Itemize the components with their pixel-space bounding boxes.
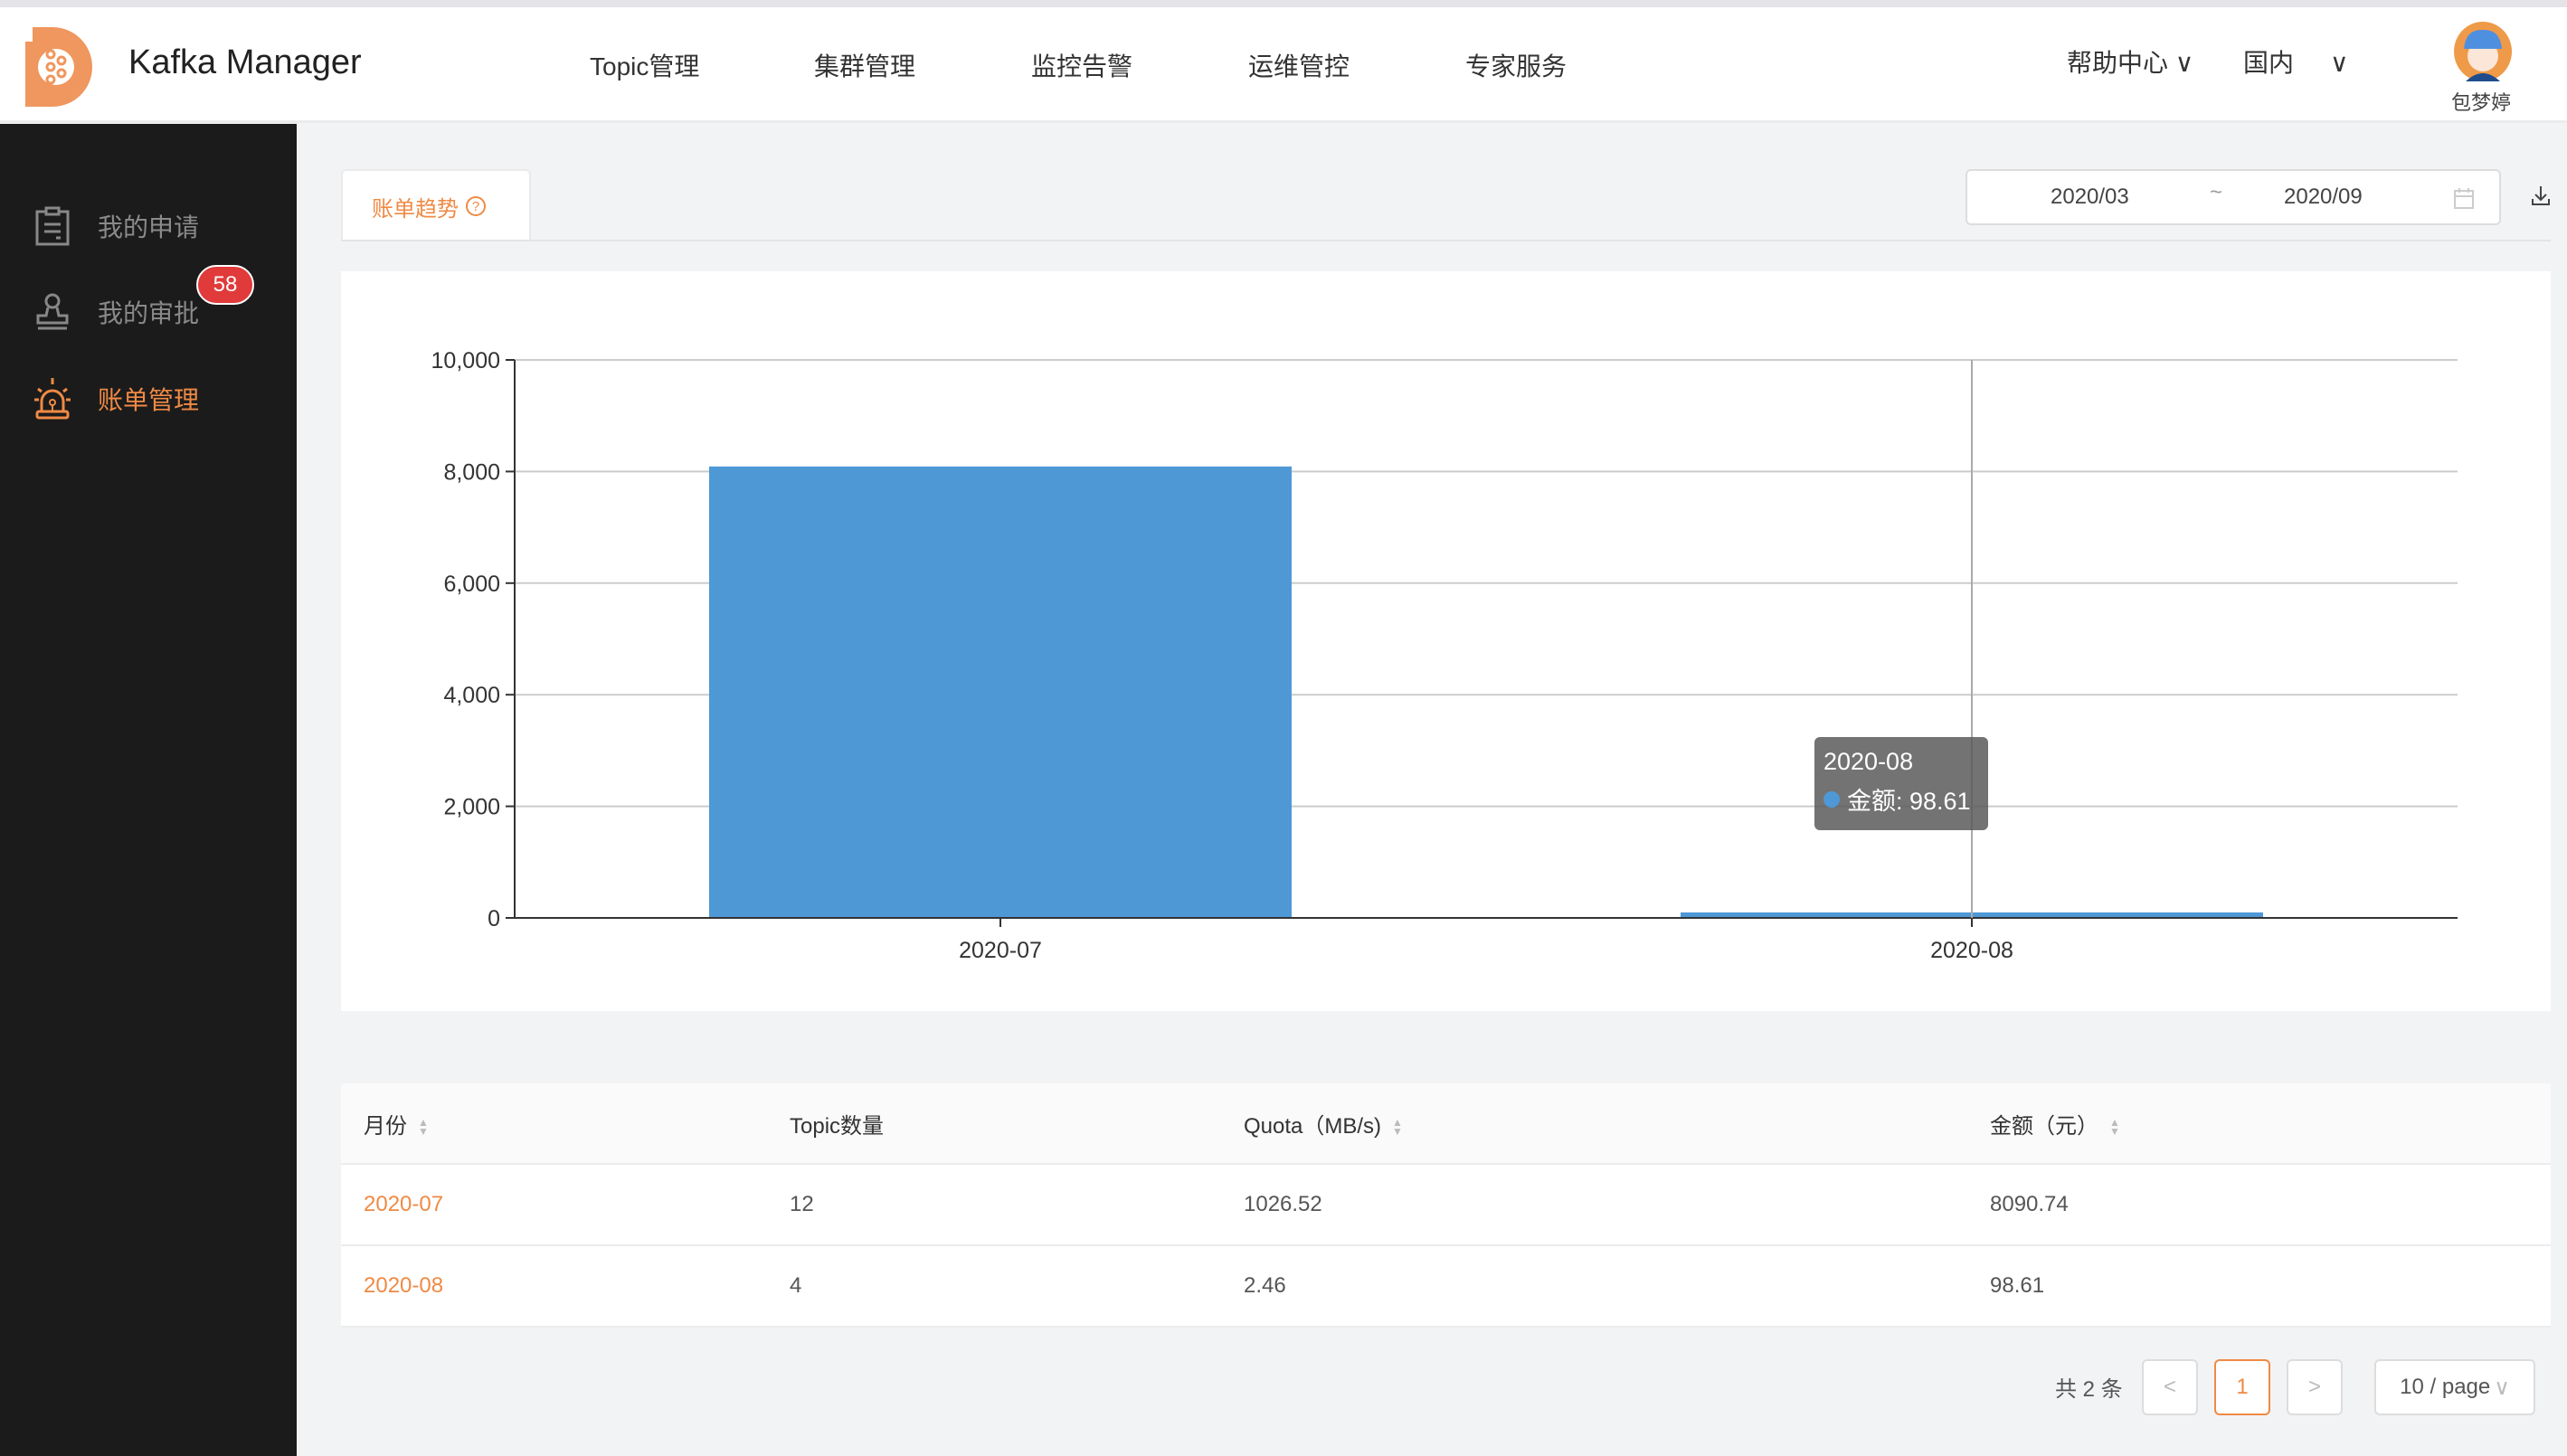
- x-tick-label: 2020-07: [959, 938, 1042, 963]
- sort-icon[interactable]: ▲ ▼: [1392, 1116, 1403, 1139]
- approvals-count-badge: 58: [196, 265, 254, 305]
- help-center-menu[interactable]: 帮助中心 ∨: [2067, 43, 2193, 80]
- prev-page-button[interactable]: <: [2142, 1359, 2198, 1415]
- header-label: 月份: [364, 1113, 407, 1139]
- app-title: Kafka Manager: [128, 43, 362, 81]
- nav-monitor[interactable]: 监控告警: [1031, 52, 1133, 80]
- top-border: [0, 0, 2567, 7]
- y-tick-label: 4,000: [443, 683, 500, 708]
- nav-cluster[interactable]: 集群管理: [814, 52, 916, 80]
- tab-label: 账单趋势: [372, 196, 459, 222]
- start-month[interactable]: 2020/03: [2051, 184, 2129, 209]
- header: Kafka Manager Topic管理 集群管理 监控告警 运维管控 专家服…: [0, 7, 2567, 123]
- topic-count: 4: [790, 1273, 802, 1298]
- sidebar-item-billing[interactable]: 账单管理: [0, 363, 297, 435]
- help-label: 帮助中心: [2067, 49, 2169, 77]
- sort-icon[interactable]: ▲ ▼: [418, 1116, 429, 1139]
- y-tick-label: 0: [488, 906, 500, 931]
- region-label: 国内: [2243, 49, 2295, 77]
- bill-table: 月份 ▲ ▼ Topic数量 Quota（MB/s) ▲ ▼ 金额（元） ▲ ▼ 2020-…: [341, 1083, 2551, 1328]
- y-tick-label: 8,000: [443, 459, 500, 485]
- download-icon[interactable]: [2531, 184, 2551, 206]
- sidebar: 我的申请 我的审批 账单管理: [0, 124, 297, 1456]
- calendar-icon: [2454, 188, 2474, 209]
- col-topic-count: Topic数量: [790, 1113, 885, 1139]
- col-amount[interactable]: 金额（元） ▲ ▼: [1990, 1108, 2120, 1139]
- tooltip-title: 2020-08: [1823, 748, 1914, 775]
- tooltip-value: 金额: 98.61: [1847, 788, 1971, 815]
- sidebar-item-my-requests[interactable]: 我的申请: [0, 190, 297, 262]
- chart-card: 0 2,000 4,000 6,000 8,000 10,000 2020-07 2020-0…: [341, 271, 2551, 1011]
- nav-expert[interactable]: 专家服务: [1465, 52, 1568, 80]
- user-name: 包梦婷: [2451, 91, 2512, 114]
- pagination-total: 共 2 条: [2055, 1377, 2123, 1402]
- bill-bar-chart: 0 2,000 4,000 6,000 8,000 10,000 2020-07 2020-0…: [431, 348, 2458, 963]
- sidebar-item-label: 账单管理: [98, 386, 200, 414]
- y-tick-label: 10,000: [431, 348, 500, 373]
- chevron-down-icon: ∨: [2330, 49, 2349, 77]
- chevron-down-icon: ∨: [2494, 1375, 2510, 1400]
- month-range-picker[interactable]: 2020/03 ~ 2020/09: [1966, 169, 2501, 225]
- col-quota[interactable]: Quota（MB/s) ▲ ▼: [1244, 1108, 1403, 1139]
- help-circle-icon[interactable]: ?: [466, 196, 486, 216]
- chart-tooltip: 2020-08 金额: 98.61: [1814, 737, 1988, 830]
- x-tick-label: 2020-08: [1930, 938, 2013, 963]
- y-tick-label: 6,000: [443, 572, 500, 597]
- page-1-button[interactable]: 1: [2214, 1359, 2270, 1415]
- series-dot-icon: [1823, 790, 1840, 808]
- table-header: 月份 ▲ ▼ Topic数量 Quota（MB/s) ▲ ▼ 金额（元） ▲ ▼: [341, 1083, 2551, 1165]
- region-select[interactable]: 国内 ∨: [2243, 43, 2349, 80]
- col-month[interactable]: 月份 ▲ ▼: [364, 1108, 429, 1139]
- y-tick-label: 2,000: [443, 795, 500, 820]
- table-row: 2020-08 4 2.46 98.61: [341, 1246, 2551, 1328]
- month-link[interactable]: 2020-07: [364, 1192, 444, 1216]
- alarm-icon: [25, 378, 80, 420]
- page-size-label: 10 / page: [2400, 1375, 2491, 1399]
- table-row: 2020-07 12 1026.52 8090.74: [341, 1165, 2551, 1246]
- avatar[interactable]: [2453, 22, 2513, 81]
- month-link[interactable]: 2020-08: [364, 1273, 444, 1298]
- quota: 2.46: [1244, 1273, 1286, 1298]
- quota: 1026.52: [1244, 1192, 1322, 1216]
- topic-count: 12: [790, 1192, 814, 1216]
- logo: [25, 27, 92, 107]
- chevron-down-icon: ∨: [2168, 49, 2194, 77]
- stamp-icon: [25, 292, 80, 332]
- nav-topic[interactable]: Topic管理: [590, 52, 700, 80]
- sort-icon[interactable]: ▲ ▼: [2109, 1116, 2120, 1139]
- next-page-button[interactable]: >: [2287, 1359, 2343, 1415]
- page-size-select[interactable]: 10 / page ∨: [2374, 1359, 2535, 1415]
- header-label: 金额（元）: [1990, 1113, 2098, 1139]
- sidebar-item-label: 我的申请: [98, 213, 200, 241]
- clipboard-icon: [25, 206, 80, 246]
- sidebar-item-my-approvals[interactable]: 我的审批: [0, 276, 297, 348]
- nav-ops[interactable]: 运维管控: [1248, 52, 1350, 80]
- sidebar-item-label: 我的审批: [98, 299, 200, 327]
- amount: 98.61: [1990, 1273, 2045, 1298]
- header-label: Quota（MB/s): [1244, 1113, 1382, 1139]
- end-month[interactable]: 2020/09: [2284, 184, 2363, 209]
- range-separator: ~: [2210, 180, 2223, 204]
- bar-2020-07: [709, 466, 1292, 918]
- amount: 8090.74: [1990, 1192, 2069, 1216]
- tab-bill-trend[interactable]: 账单趋势?: [341, 169, 531, 241]
- tab-divider: [341, 240, 2551, 241]
